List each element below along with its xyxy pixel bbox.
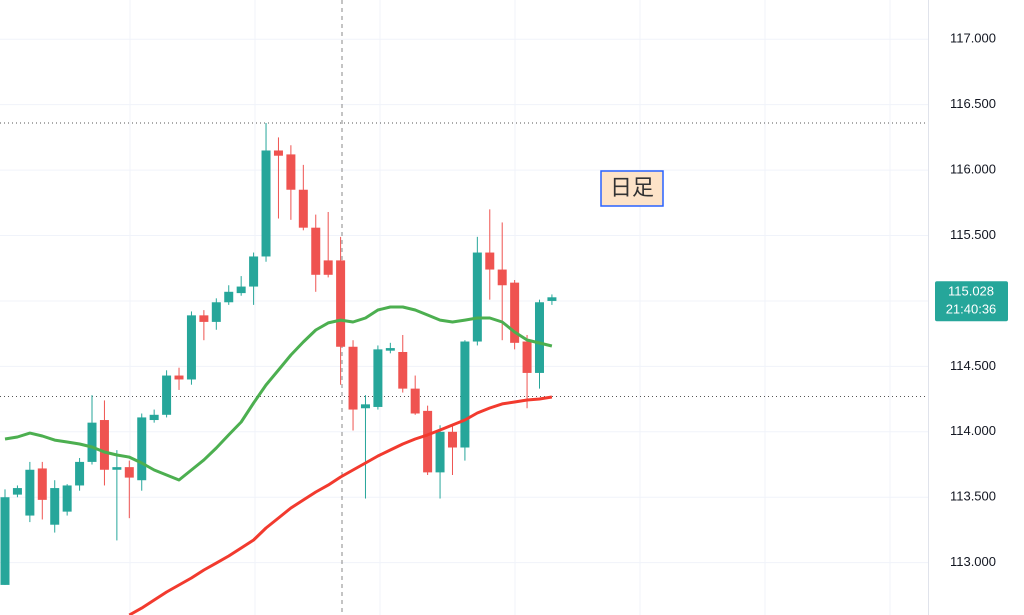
- y-tick-label: 115.500: [950, 227, 996, 242]
- candle-body: [522, 341, 532, 373]
- candle-body: [199, 315, 209, 322]
- last-price: 115.028: [948, 284, 994, 299]
- candle-body: [25, 469, 35, 516]
- candle-body: [75, 461, 85, 486]
- moving-average: [128, 395, 553, 615]
- candle-body: [410, 388, 420, 414]
- candle-body: [62, 485, 72, 512]
- candle-body: [373, 349, 383, 407]
- y-tick-label: 113.500: [950, 489, 996, 504]
- candle-body: [273, 150, 283, 156]
- candle-body: [423, 410, 433, 473]
- candle-body: [261, 150, 271, 257]
- candle-body: [510, 282, 520, 343]
- vertical-grid: [129, 0, 891, 615]
- y-tick-label: 116.000: [950, 162, 996, 177]
- candle-body: [124, 467, 134, 478]
- candle-body: [162, 375, 172, 415]
- y-tick-label: 113.000: [950, 554, 996, 569]
- candle-body: [323, 260, 333, 275]
- candle-body: [311, 227, 321, 275]
- candle-body: [0, 497, 10, 585]
- candle-body: [485, 252, 495, 270]
- candle-body: [12, 488, 22, 495]
- candle-body: [186, 315, 196, 380]
- candle-body: [87, 422, 97, 462]
- candle-body: [547, 297, 557, 301]
- candle-body: [224, 291, 234, 303]
- candle-body: [50, 488, 60, 525]
- candle-body: [112, 467, 122, 470]
- candle-body: [435, 431, 445, 473]
- candle-body: [460, 341, 470, 448]
- last-price-box: [935, 281, 1008, 322]
- y-tick-label: 117.000: [950, 31, 996, 46]
- candle-body: [149, 414, 159, 421]
- y-tick-label: 114.500: [950, 358, 996, 373]
- moving-average: [4, 305, 553, 482]
- annotation-box: [600, 170, 664, 207]
- candle-body: [37, 468, 47, 500]
- candle-body: [385, 348, 395, 351]
- candle-body: [286, 154, 296, 190]
- candle-body: [174, 375, 184, 380]
- candle-body: [211, 302, 221, 322]
- candle-body: [298, 189, 308, 228]
- candle-body: [398, 351, 408, 389]
- candle-body: [137, 417, 147, 481]
- countdown: 21:40:36: [946, 302, 997, 317]
- candle-body: [236, 286, 246, 294]
- candle-body: [348, 346, 358, 410]
- candle-body: [336, 260, 346, 347]
- candle-body: [360, 404, 370, 409]
- y-tick-label: 116.500: [950, 96, 996, 111]
- candle-body: [497, 269, 507, 286]
- candle-body: [99, 420, 109, 470]
- y-tick-label: 114.000: [950, 423, 996, 438]
- candle-body: [534, 302, 544, 373]
- candle-body: [249, 256, 259, 287]
- annotation: 日足: [610, 175, 654, 200]
- candle-body: [447, 431, 457, 448]
- candle-body: [472, 252, 482, 342]
